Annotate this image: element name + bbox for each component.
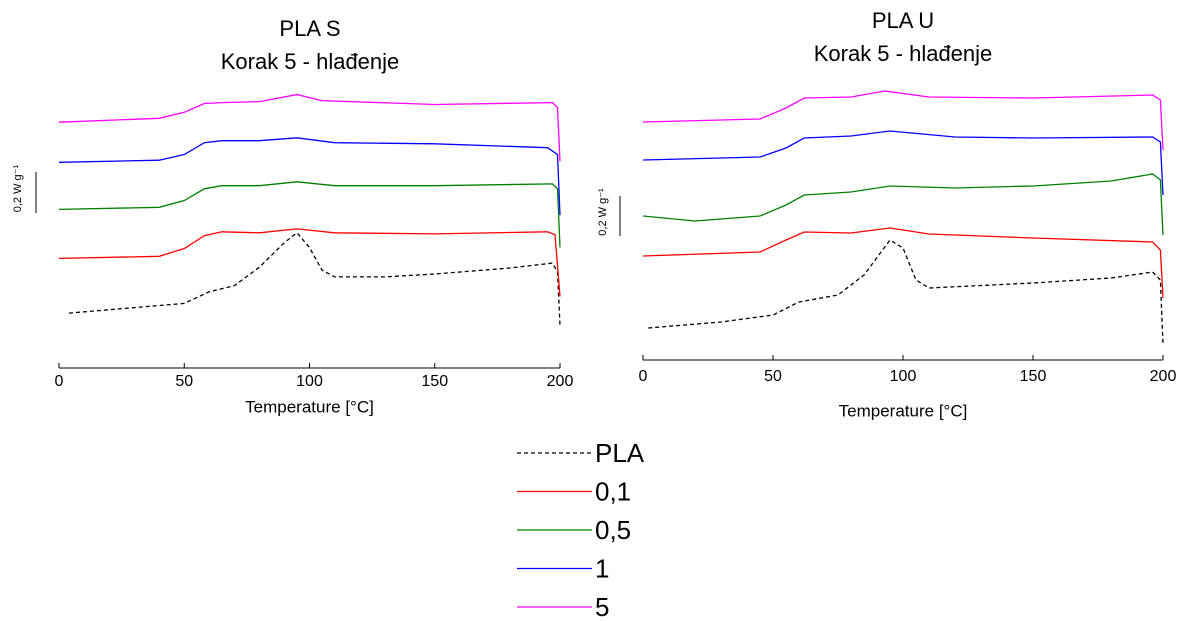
chart-subtitle: Korak 5 - hlađenje [221,49,400,74]
x-tick-label: 200 [1150,368,1177,385]
data-line [58,228,561,297]
legend-label: 5 [595,592,609,621]
x-axis-label: Temperature [°C] [245,397,374,416]
chart-title: PLA S [279,16,340,41]
data-line [642,90,1164,151]
data-line [648,239,1164,346]
x-tick-label: 0 [639,368,648,385]
x-tick-label: 0 [55,373,64,390]
data-line [58,181,561,248]
data-line [642,173,1164,236]
legend-label: 0,5 [595,515,631,545]
data-line [642,227,1164,299]
x-tick-label: 50 [764,368,782,385]
legend-label: PLA [595,438,645,468]
scale-bar-label: 0,2 W g⁻¹ [12,165,24,213]
x-tick-label: 100 [890,368,917,385]
legend-label: 0,1 [595,476,631,506]
legend-label: 1 [595,553,609,583]
chart-title: PLA U [872,8,934,33]
data-line [642,130,1164,196]
x-axis-label: Temperature [°C] [839,401,968,420]
x-tick-label: 50 [175,373,193,390]
scale-bar-label: 0,2 W g⁻¹ [597,188,609,236]
x-tick-label: 150 [1020,368,1047,385]
x-tick-label: 200 [547,373,574,390]
chart-subtitle: Korak 5 - hlađenje [814,41,993,66]
data-line [68,231,561,326]
x-tick-label: 150 [421,373,448,390]
x-tick-label: 100 [296,373,323,390]
data-line [58,93,561,162]
data-line [58,137,561,216]
